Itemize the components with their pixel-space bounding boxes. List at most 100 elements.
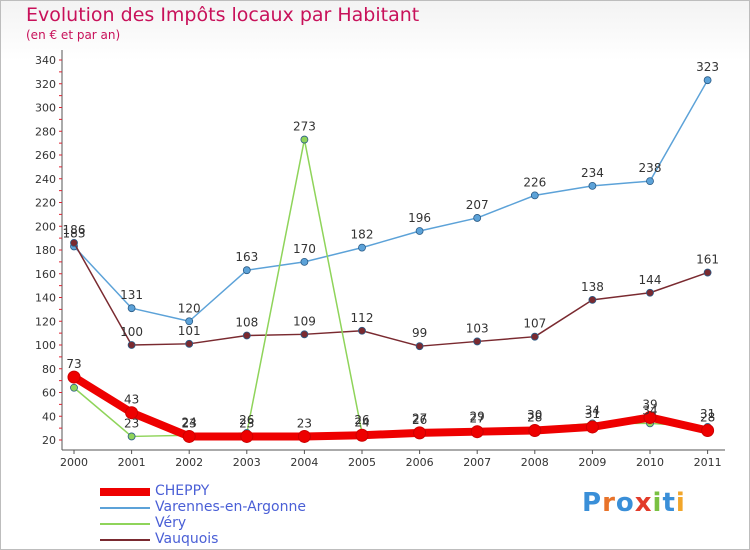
x-tick-label: 2007 — [463, 456, 491, 469]
data-label: 183 — [63, 226, 86, 240]
data-label: 101 — [178, 324, 201, 338]
legend-label: Vauquois — [155, 531, 219, 547]
data-point — [300, 135, 309, 144]
data-label: 238 — [639, 161, 662, 175]
logo-letter: r — [602, 488, 616, 518]
data-label: 100 — [120, 325, 143, 339]
x-tick-label: 2000 — [60, 456, 88, 469]
y-tick-label: 260 — [35, 149, 56, 162]
data-label: 26 — [354, 413, 369, 427]
data-label: 112 — [351, 311, 374, 325]
data-point — [528, 424, 542, 437]
data-point — [242, 331, 251, 340]
data-label: 23 — [239, 416, 254, 430]
data-point — [646, 288, 654, 297]
data-label: 207 — [466, 198, 489, 212]
data-point — [470, 425, 484, 439]
y-tick-label: 20 — [42, 434, 56, 447]
data-label: 26 — [412, 413, 427, 427]
data-point — [703, 268, 712, 277]
y-tick-label: 40 — [42, 410, 56, 423]
y-tick-label: 280 — [35, 125, 56, 138]
data-label: 26 — [239, 413, 254, 427]
data-point — [182, 429, 196, 443]
x-tick-label: 2008 — [521, 456, 549, 469]
data-point — [415, 342, 424, 351]
data-point — [588, 181, 597, 190]
data-label: 27 — [412, 412, 427, 426]
data-label: 28 — [527, 411, 542, 425]
data-label: 29 — [470, 409, 485, 423]
series-line-vauquois — [73, 242, 709, 347]
data-label: 73 — [66, 357, 81, 371]
legend-swatch — [100, 539, 150, 541]
data-label: 23 — [182, 416, 197, 430]
data-label: 34 — [642, 403, 657, 417]
data-point — [703, 76, 712, 85]
y-tick-label: 140 — [35, 292, 56, 305]
data-label: 43 — [124, 393, 139, 407]
x-tick-label: 2010 — [636, 456, 664, 469]
data-point — [415, 227, 424, 235]
x-tick-label: 2006 — [406, 456, 434, 469]
y-tick-label: 160 — [35, 268, 56, 281]
data-label: 163 — [235, 250, 258, 264]
data-point — [300, 257, 309, 266]
data-point — [127, 432, 136, 441]
logo-letter: o — [615, 488, 635, 518]
y-tick-label: 80 — [42, 363, 56, 376]
legend-label: Véry — [155, 515, 187, 531]
data-label: 144 — [639, 273, 662, 287]
data-label: 31 — [700, 407, 715, 421]
series-line-cheppy — [70, 373, 712, 441]
data-point — [588, 295, 597, 304]
data-point — [127, 304, 136, 313]
data-label: 196 — [408, 211, 431, 225]
data-point — [67, 370, 81, 384]
data-point — [125, 406, 139, 420]
data-point — [358, 243, 366, 252]
data-label: 24 — [354, 415, 369, 429]
y-tick-label: 220 — [35, 197, 56, 210]
data-point — [413, 426, 427, 440]
data-label: 273 — [293, 120, 316, 134]
legend-swatch — [100, 523, 150, 525]
legend-swatch — [100, 507, 150, 509]
data-label: 107 — [523, 317, 546, 331]
data-point — [297, 429, 311, 443]
data-label: 103 — [466, 321, 489, 335]
data-point — [242, 266, 251, 275]
data-point — [643, 410, 657, 424]
y-tick-label: 120 — [35, 315, 56, 328]
data-label: 31 — [585, 407, 600, 421]
data-label: 24 — [182, 415, 197, 429]
data-point — [646, 177, 654, 186]
y-tick-label: 300 — [35, 102, 56, 115]
data-point — [530, 191, 539, 200]
proxiti-logo: Proxiti — [582, 488, 686, 518]
logo-letter: i — [652, 488, 663, 518]
data-point — [585, 420, 599, 434]
data-label: 108 — [235, 316, 258, 330]
data-point — [185, 317, 194, 326]
chart-title: Evolution des Impôts locaux par Habitant — [26, 4, 420, 26]
y-tick-label: 340 — [35, 54, 56, 67]
logo-letter: i — [675, 488, 686, 518]
y-tick-label: 100 — [35, 339, 56, 352]
y-tick-label: 200 — [35, 220, 56, 233]
data-label: 323 — [696, 60, 719, 74]
data-point — [70, 383, 78, 392]
data-label: 170 — [293, 242, 316, 256]
data-label: 39 — [642, 397, 657, 411]
data-label: 131 — [120, 288, 143, 302]
data-label: 30 — [527, 408, 542, 422]
data-point — [185, 339, 194, 348]
y-tick-label: 180 — [35, 244, 56, 257]
x-tick-label: 2005 — [348, 456, 376, 469]
data-point — [530, 332, 539, 341]
logo-letter: x — [634, 488, 653, 518]
legend-swatch — [100, 488, 150, 496]
data-label: 99 — [412, 326, 427, 340]
